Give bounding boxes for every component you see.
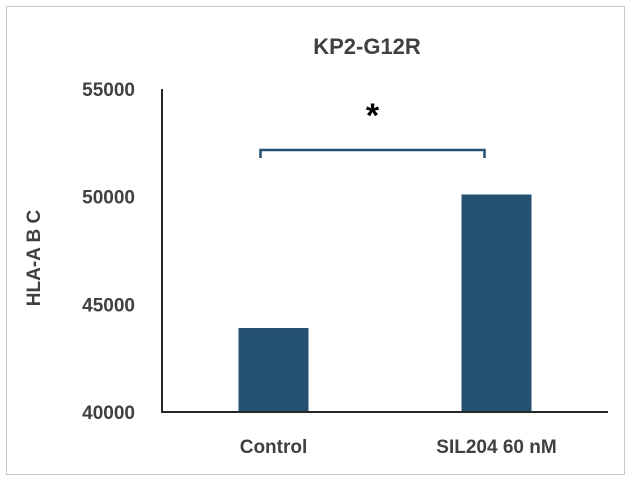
y-tick-label: 45000 <box>82 295 135 316</box>
significance-annotation: * <box>259 97 486 158</box>
y-tick-label: 55000 <box>82 80 135 101</box>
y-tick-label: 40000 <box>82 403 135 424</box>
x-tick-label: SIL204 60 nM <box>436 437 556 458</box>
y-axis-ticks: 40000 45000 50000 55000 <box>82 80 135 424</box>
x-axis-ticks: Control SIL204 60 nM <box>240 437 557 458</box>
y-tick-label: 50000 <box>82 188 135 209</box>
y-axis-label: HLA-A B C <box>24 210 45 307</box>
bar-sil204-60-nm <box>461 194 532 412</box>
x-tick-label: Control <box>240 437 308 458</box>
bars-group <box>238 194 532 412</box>
significance-bracket <box>259 148 486 158</box>
bar-control <box>238 328 309 412</box>
chart-title: KP2-G12R <box>313 34 421 59</box>
significance-asterisk: * <box>366 97 380 135</box>
